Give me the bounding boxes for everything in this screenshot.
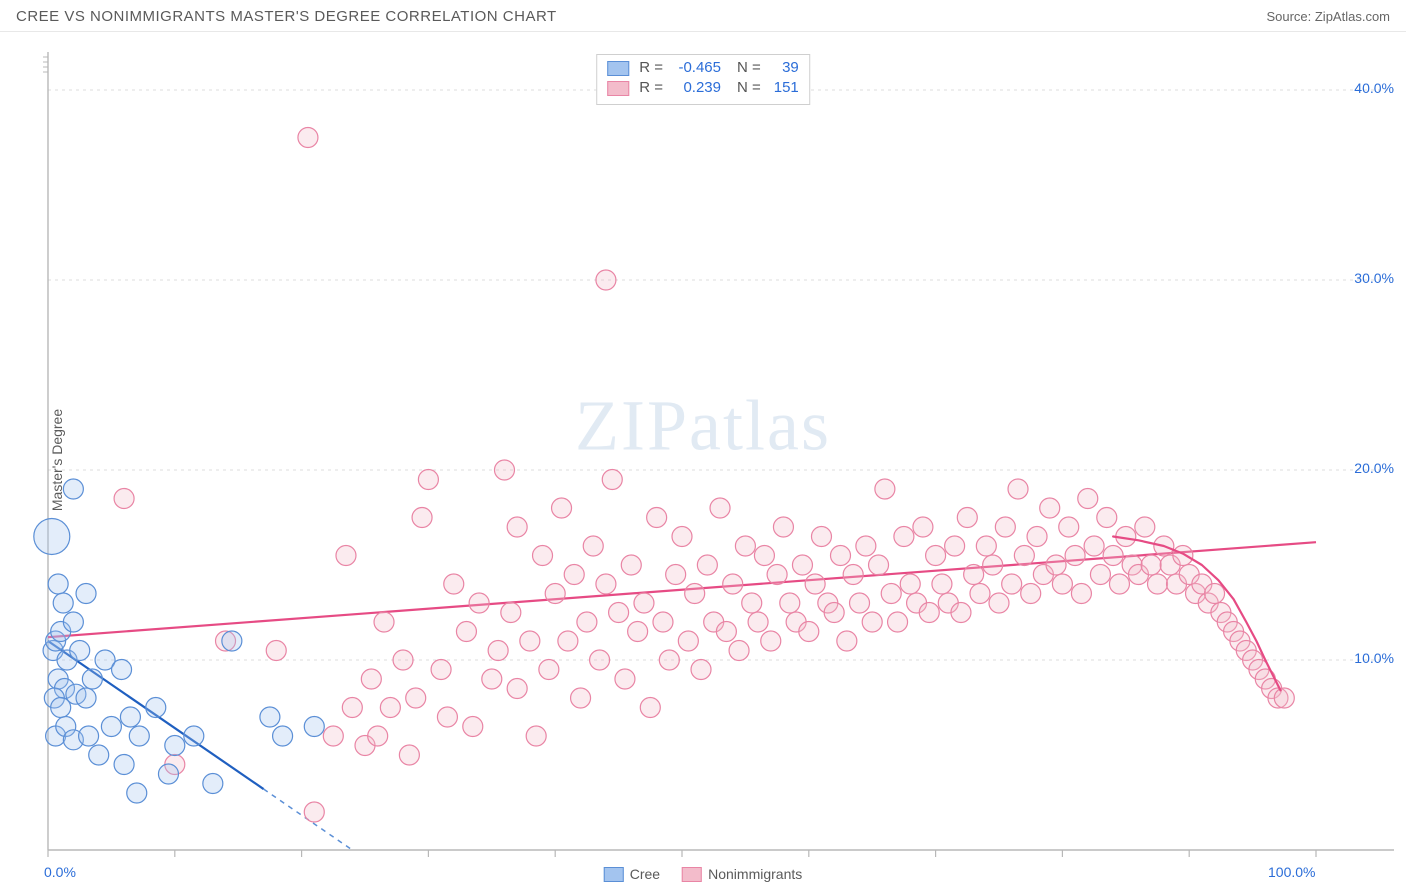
- stat-r-cree: -0.465: [669, 58, 721, 78]
- stat-r-non: 0.239: [669, 78, 721, 98]
- stat-n-cree: 39: [767, 58, 799, 78]
- y-tick-label: 20.0%: [1354, 460, 1394, 476]
- source-label: Source: ZipAtlas.com: [1266, 9, 1390, 24]
- legend-label-cree: Cree: [630, 866, 660, 882]
- legend-item-cree: Cree: [604, 866, 660, 882]
- stat-n-non: 151: [767, 78, 799, 98]
- y-tick-label: 10.0%: [1354, 650, 1394, 666]
- series-legend: Cree Nonimmigrants: [604, 866, 803, 882]
- x-tick-label: 100.0%: [1268, 864, 1315, 880]
- plot-area: ZIPatlas Master's Degree 10.0%20.0%30.0%…: [0, 32, 1406, 888]
- x-tick-label: 0.0%: [44, 864, 76, 880]
- legend-swatch-nonimmigrants: [682, 867, 702, 882]
- legend-swatch-cree: [604, 867, 624, 882]
- stat-n-label: N =: [737, 58, 761, 78]
- swatch-cree: [607, 61, 629, 76]
- stats-legend: R = -0.465 N = 39 R = 0.239 N = 151: [596, 54, 810, 105]
- y-axis-label: Master's Degree: [49, 409, 65, 511]
- stat-r-label: R =: [639, 58, 663, 78]
- scatter-plot: [0, 32, 1406, 888]
- stats-row-nonimmigrants: R = 0.239 N = 151: [607, 78, 799, 98]
- legend-item-nonimmigrants: Nonimmigrants: [682, 866, 802, 882]
- legend-label-non: Nonimmigrants: [708, 866, 802, 882]
- chart-header: CREE VS NONIMMIGRANTS MASTER'S DEGREE CO…: [0, 0, 1406, 32]
- swatch-nonimmigrants: [607, 81, 629, 96]
- y-tick-label: 30.0%: [1354, 270, 1394, 286]
- stats-row-cree: R = -0.465 N = 39: [607, 58, 799, 78]
- chart-title: CREE VS NONIMMIGRANTS MASTER'S DEGREE CO…: [16, 8, 557, 25]
- y-tick-label: 40.0%: [1354, 80, 1394, 96]
